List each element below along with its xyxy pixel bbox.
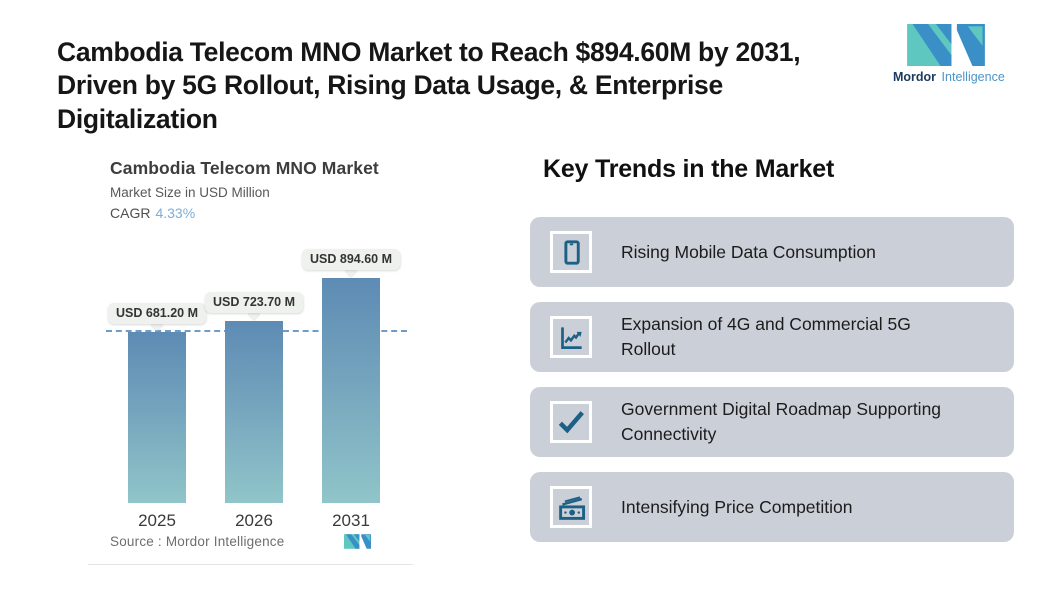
trend-label: Expansion of 4G and Commercial 5G Rollou… bbox=[621, 314, 911, 359]
trend-label: Intensifying Price Competition bbox=[621, 496, 853, 517]
market-size-chart: Cambodia Telecom MNO Market Market Size … bbox=[88, 150, 413, 565]
bar-value-label: USD 681.20 M bbox=[108, 302, 206, 324]
source-logo-icon bbox=[344, 534, 371, 554]
brand-logo: Mordor Intelligence bbox=[893, 24, 1005, 84]
banknote-icon bbox=[550, 486, 592, 528]
chart-source: Source : Mordor Intelligence bbox=[110, 534, 400, 549]
brand-logo-text: Mordor Intelligence bbox=[893, 70, 1005, 84]
bar-2031 bbox=[322, 278, 380, 503]
chart-cagr: CAGR 4.33% bbox=[110, 205, 195, 221]
trend-card-digital-roadmap: Government Digital Roadmap Supporting Co… bbox=[530, 387, 1014, 457]
line-chart-icon bbox=[550, 316, 592, 358]
page-title-line1: Cambodia Telecom MNO Market to Reach $89… bbox=[57, 37, 801, 67]
trend-label: Rising Mobile Data Consumption bbox=[621, 241, 876, 262]
smartphone-icon bbox=[550, 231, 592, 273]
trend-label: Government Digital Roadmap Supporting Co… bbox=[621, 399, 942, 444]
key-trends-list: Rising Mobile Data Consumption Expansion… bbox=[530, 217, 1014, 542]
bar-2025 bbox=[128, 331, 186, 503]
key-trends-heading: Key Trends in the Market bbox=[543, 155, 835, 183]
trend-card-mobile-data: Rising Mobile Data Consumption bbox=[530, 217, 1014, 287]
chart-title: Cambodia Telecom MNO Market bbox=[110, 158, 379, 178]
chart-subtitle: Market Size in USD Million bbox=[110, 185, 270, 200]
mordor-intelligence-logo-icon bbox=[907, 24, 985, 66]
cagr-value: 4.33% bbox=[155, 205, 196, 221]
brand-name-light: Intelligence bbox=[941, 70, 1005, 84]
x-axis-label: 2026 bbox=[235, 511, 273, 530]
trend-card-4g-5g: Expansion of 4G and Commercial 5G Rollou… bbox=[530, 302, 1014, 372]
x-axis-label: 2031 bbox=[332, 511, 370, 530]
brand-name-bold: Mordor bbox=[893, 70, 937, 84]
checkmark-icon bbox=[550, 401, 592, 443]
bar-value-label: USD 894.60 M bbox=[302, 249, 400, 270]
x-axis-label: 2025 bbox=[138, 511, 176, 530]
page-title: Cambodia Telecom MNO Market to Reach $89… bbox=[57, 36, 867, 136]
source-text: Source : Mordor Intelligence bbox=[110, 534, 285, 549]
bar-2026 bbox=[225, 320, 283, 503]
bar-plot: USD 681.20 M 2025 USD 723.70 M 2026 USD 894.… bbox=[88, 150, 413, 564]
trend-card-price-competition: Intensifying Price Competition bbox=[530, 472, 1014, 542]
page-title-line2: Driven by 5G Rollout, Rising Data Usage,… bbox=[57, 70, 723, 134]
bar-value-label: USD 723.70 M bbox=[205, 291, 303, 313]
cagr-label: CAGR bbox=[110, 205, 151, 221]
